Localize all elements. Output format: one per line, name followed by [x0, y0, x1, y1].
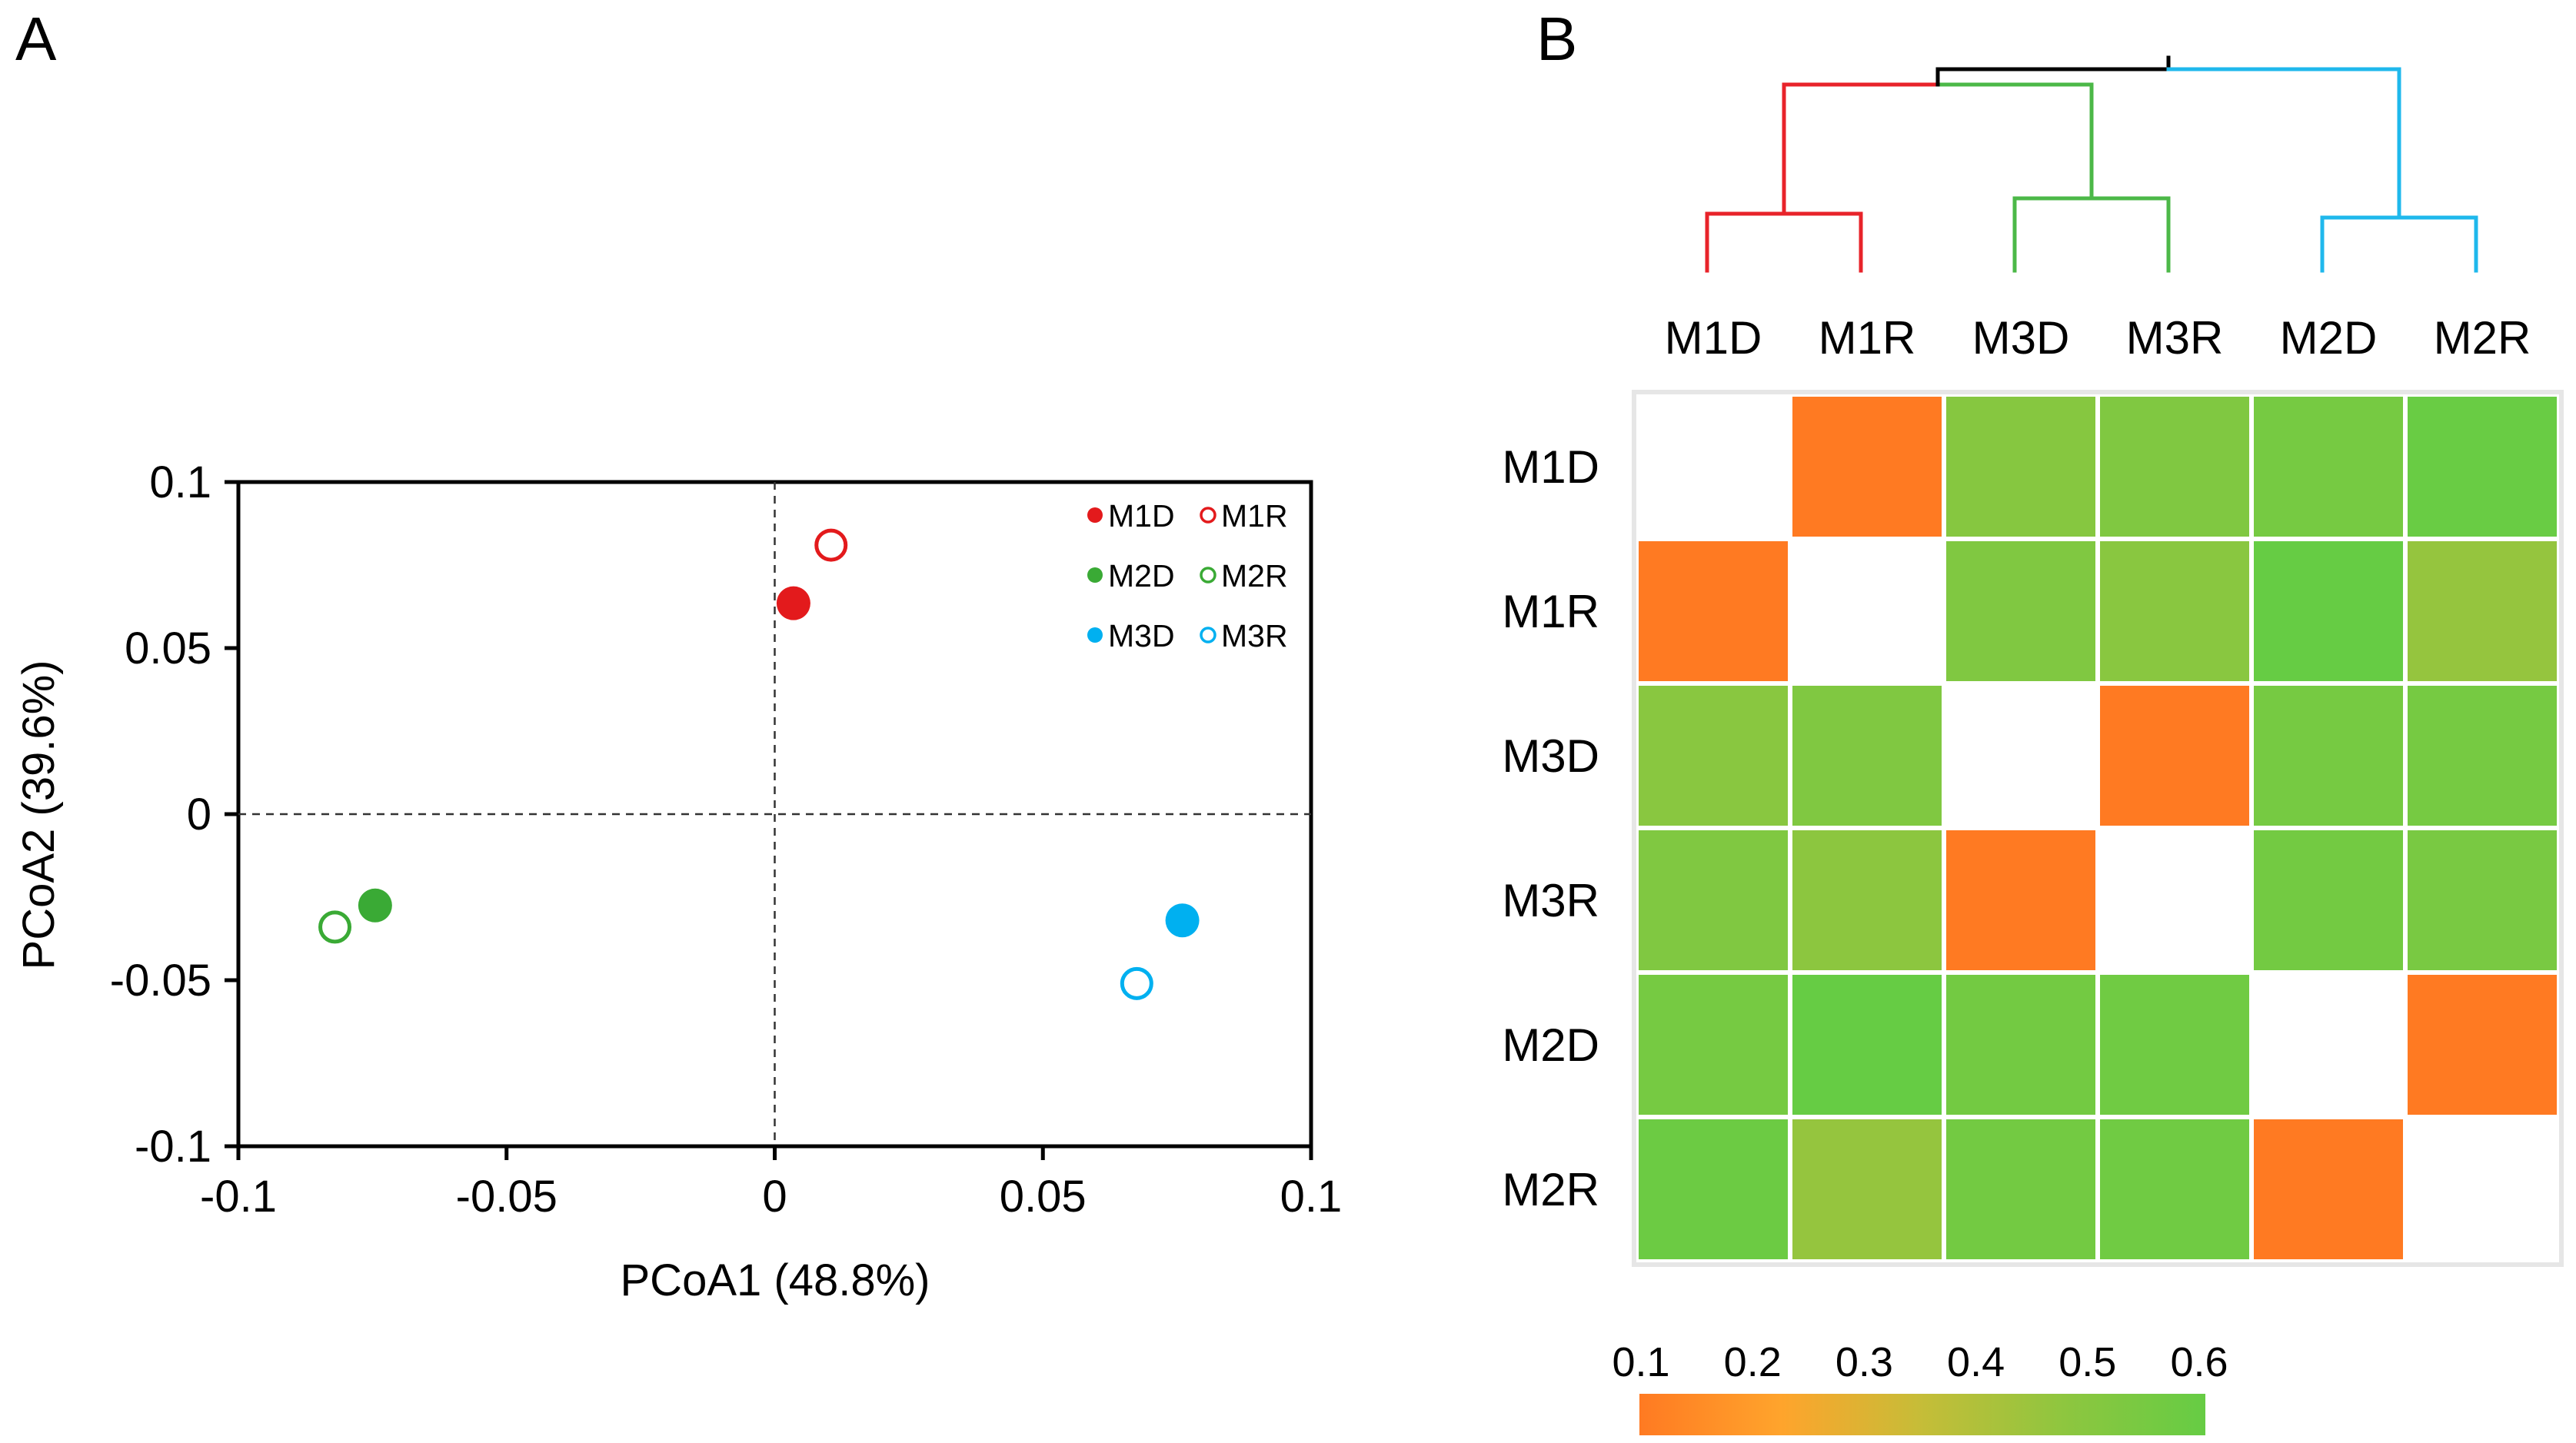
heatmap-cell-m2r-m1r [1792, 1119, 1942, 1259]
column-label-m3r: M3R [2126, 312, 2224, 364]
y-tick-label: -0.1 [135, 1122, 211, 1172]
colorbar-bar [1639, 1394, 2205, 1435]
row-label-m2d: M2D [1502, 1019, 1599, 1071]
colorbar-tick-label: 0.6 [2170, 1339, 2228, 1385]
y-tick-label: 0 [187, 790, 211, 840]
panel-label-a: A [15, 5, 57, 73]
x-tick-label: 0.1 [1280, 1172, 1343, 1222]
heatmap-cell-m3r-m3d [1946, 830, 2095, 970]
heatmap-cell-m2r-m1d [1639, 1119, 1788, 1259]
colorbar-tick-label: 0.4 [1947, 1339, 2005, 1385]
colorbar-tick-label: 0.5 [2058, 1339, 2116, 1385]
dendrogram [1705, 55, 2478, 273]
legend-label-m2r: M2R [1221, 558, 1288, 593]
heatmap-cell-m1d-m1r [1792, 397, 1942, 537]
column-label-m3d: M3D [1972, 312, 2070, 364]
y-tick-label: 0.1 [149, 457, 211, 507]
heatmap-cell-m2d-m2r [2408, 975, 2557, 1115]
heatmap-cell-m1d-m3r [2100, 397, 2249, 537]
column-label-m1r: M1R [1819, 312, 1916, 364]
legend-marker-m2d [1087, 567, 1103, 583]
heatmap-row-labels: M1D M1R M3D M3R M2D M2R [1502, 441, 1599, 1215]
heatmap-cell-m1d-m3d [1946, 397, 2095, 537]
legend-label-m2d: M2D [1108, 558, 1175, 593]
x-tick-label: -0.1 [200, 1172, 277, 1222]
heatmap-cell-m1r-m3r [2100, 541, 2249, 681]
legend-marker-m3r [1200, 627, 1216, 643]
heatmap-cell-m2r-m3r [2100, 1119, 2249, 1259]
heatmap-cell-m3r-m2r [2408, 830, 2557, 970]
heatmap-cell-m1d-m2d [2254, 397, 2403, 537]
x-tick-label: 0 [762, 1172, 787, 1222]
heatmap-cell-m2r-m2d [2254, 1119, 2403, 1259]
heatmap-cell-m3r-m1d [1639, 830, 1788, 970]
y-tick-label: -0.05 [110, 956, 211, 1006]
colorbar-tick-label: 0.1 [1612, 1339, 1669, 1385]
legend-label-m1d: M1D [1108, 498, 1175, 534]
heatmap-frame [1632, 390, 2564, 1267]
point-m1d [776, 586, 810, 620]
legend-label-m1r: M1R [1221, 498, 1288, 534]
heatmap-cell-m3r-m2d [2254, 830, 2403, 970]
heatmap-cell-m3d-m2d [2254, 686, 2403, 826]
row-label-m3d: M3D [1502, 730, 1599, 782]
heatmap-cell-m3d-m1r [1792, 686, 1942, 826]
heatmap-column-labels: M1D M1R M3D M3R M2D M2R [1665, 312, 2531, 364]
column-label-m2d: M2D [2280, 312, 2378, 364]
point-m3r [1120, 966, 1153, 1000]
row-label-m1d: M1D [1502, 441, 1599, 493]
heatmap-cell-m3r-m1r [1792, 830, 1942, 970]
heatmap-cell-m2d-m1r [1792, 975, 1942, 1115]
heatmap-cell-m2r-m3d [1946, 1119, 2095, 1259]
heatmap-cell-m1d-m2r [2408, 397, 2557, 537]
heatmap-cell-m1r-m3d [1946, 541, 2095, 681]
legend-marker-m3d [1087, 627, 1103, 643]
heatmap-cell-m2d-m3d [1946, 975, 2095, 1115]
row-label-m1r: M1R [1502, 586, 1599, 637]
heatmap-cell-m1r-m2r [2408, 541, 2557, 681]
point-m1r [814, 528, 848, 562]
heatmap-cell-m1r-m2d [2254, 541, 2403, 681]
point-m2r [318, 910, 352, 944]
x-axis-label: PCoA1 (48.8%) [621, 1255, 930, 1305]
heatmap-cell-m3d-m3r [2100, 686, 2249, 826]
row-label-m3r: M3R [1502, 875, 1599, 926]
column-label-m2r: M2R [2434, 312, 2531, 364]
colorbar-tick-label: 0.3 [1835, 1339, 1893, 1385]
point-m3d [1165, 903, 1200, 938]
heatmap-cell-m1r-m1d [1639, 541, 1788, 681]
legend-label-m3r: M3R [1221, 618, 1288, 653]
panel-label-b: B [1536, 5, 1577, 73]
point-m2d [358, 888, 392, 923]
heatmap [1632, 390, 2564, 1267]
legend-label-m3d: M3D [1108, 618, 1175, 653]
heatmap-cell-m3d-m1d [1639, 686, 1788, 826]
y-axis-label: PCoA2 (39.6%) [14, 660, 64, 970]
heatmap-cell-m2d-m3r [2100, 975, 2249, 1115]
colorbar: 0.1 0.2 0.3 0.4 0.5 0.6 [1612, 1339, 2228, 1435]
y-tick-label: 0.05 [125, 623, 211, 673]
colorbar-tick-label: 0.2 [1724, 1339, 1782, 1385]
column-label-m1d: M1D [1665, 312, 1762, 364]
heatmap-cell-m3d-m2r [2408, 686, 2557, 826]
legend: M1D M1R M2D M2R M3D M3R [1087, 498, 1288, 653]
legend-marker-m2r [1200, 567, 1216, 584]
x-tick-label: 0.05 [1000, 1172, 1087, 1222]
x-tick-label: -0.05 [456, 1172, 557, 1222]
legend-marker-m1d [1087, 507, 1103, 523]
legend-marker-m1r [1200, 507, 1216, 524]
row-label-m2r: M2R [1502, 1164, 1599, 1215]
heatmap-cell-m2d-m1d [1639, 975, 1788, 1115]
